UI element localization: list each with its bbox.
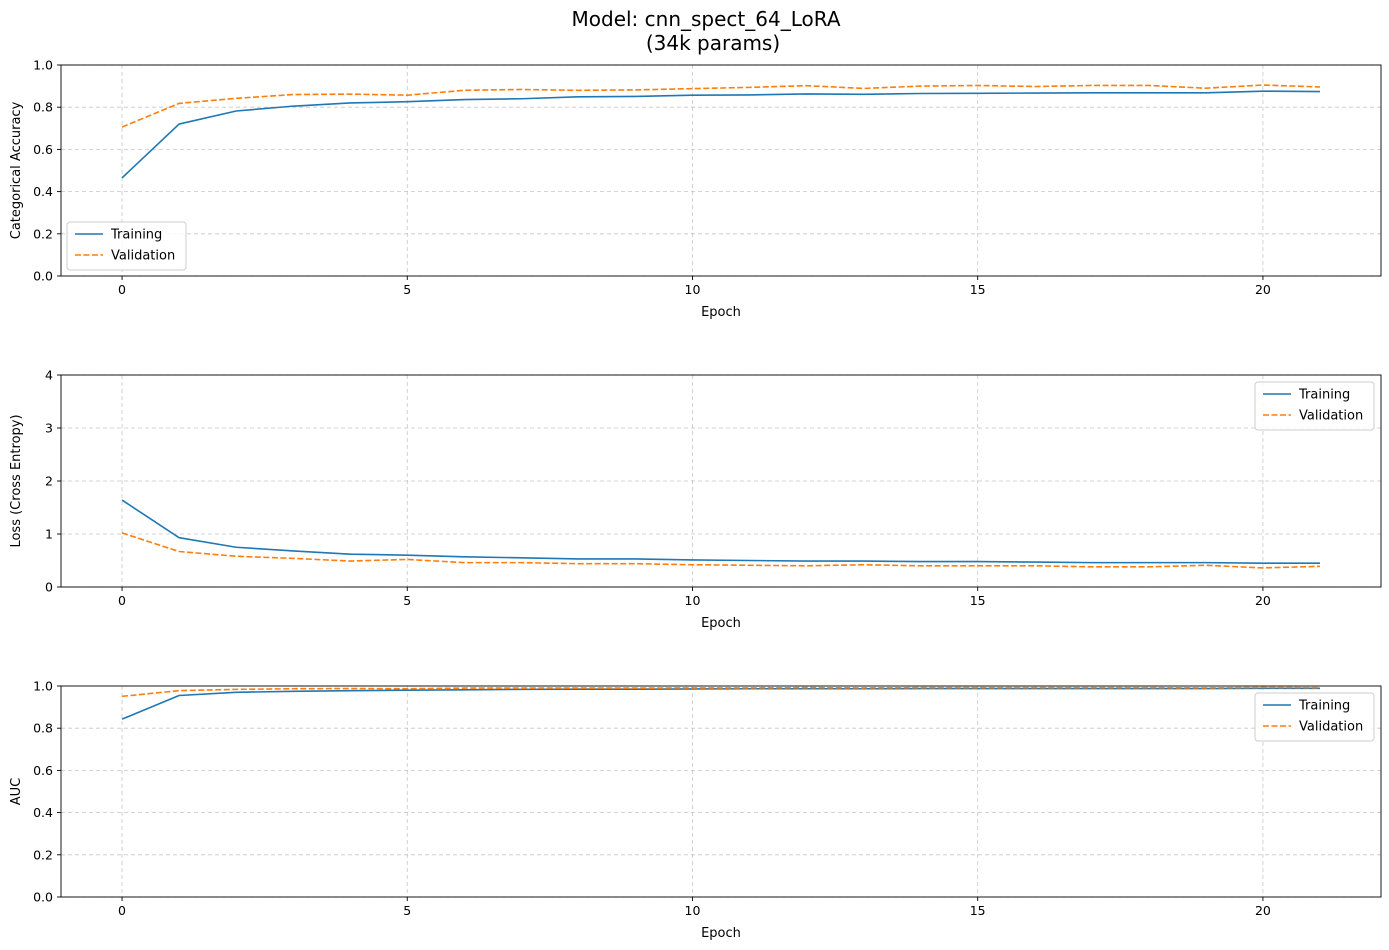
x-tick-label: 20 xyxy=(1255,903,1271,918)
x-tick-label: 5 xyxy=(403,903,411,918)
y-tick-label: 0.0 xyxy=(33,269,53,284)
y-tick-label: 4 xyxy=(45,368,53,383)
x-tick-label: 10 xyxy=(685,282,701,297)
x-tick-label: 15 xyxy=(970,593,986,608)
series-line-validation xyxy=(121,686,1320,698)
x-tick-label: 0 xyxy=(118,903,126,918)
y-tick-label: 0.4 xyxy=(33,805,53,820)
x-tick-label: 20 xyxy=(1255,282,1271,297)
y-tick-label: 1 xyxy=(45,527,53,542)
y-tick-label: 0.8 xyxy=(33,100,53,115)
legend-label-training: Training xyxy=(1298,388,1350,403)
x-tick-label: 15 xyxy=(970,282,986,297)
y-tick-label: 1.0 xyxy=(33,679,53,694)
legend-label-validation: Validation xyxy=(111,249,175,264)
y-axis-label: Categorical Accuracy xyxy=(9,101,24,239)
series-line-validation xyxy=(121,84,1320,128)
x-tick-label: 10 xyxy=(685,903,701,918)
legend: Training Validation xyxy=(66,221,187,271)
series-line-training xyxy=(121,499,1320,564)
legend-label-validation: Validation xyxy=(1299,720,1363,735)
x-tick-label: 5 xyxy=(403,593,411,608)
y-axis-label: AUC xyxy=(9,778,24,806)
x-tick-label: 20 xyxy=(1255,593,1271,608)
x-tick-label: 0 xyxy=(118,593,126,608)
x-tick-label: 10 xyxy=(685,593,701,608)
figure-title-line-2: (34k params) xyxy=(646,31,780,55)
y-axis-label: Loss (Cross Entropy) xyxy=(9,414,24,547)
y-tick-label: 3 xyxy=(45,421,53,436)
x-axis-label: Epoch xyxy=(701,926,741,941)
y-tick-label: 0.6 xyxy=(33,763,53,778)
auc-subplot: 0 5 10 15 20 0.0 0.2 0.4 0.6 0.8 1.0 Epoch AUC Traini… xyxy=(9,679,1382,941)
accuracy-subplot: 0 5 10 15 20 0.0 0.2 0.4 0.6 0.8 1.0 Epoch Categoric… xyxy=(9,58,1382,320)
y-tick-label: 0.2 xyxy=(33,226,53,241)
x-tick-label: 5 xyxy=(403,282,411,297)
series-line-training xyxy=(121,687,1320,720)
legend-label-validation: Validation xyxy=(1299,409,1363,424)
y-tick-label: 1.0 xyxy=(33,58,53,73)
axes-frame xyxy=(60,64,1382,277)
y-tick-label: 0.6 xyxy=(33,142,53,157)
x-axis-label: Epoch xyxy=(701,616,741,631)
y-tick-label: 0 xyxy=(45,580,53,595)
legend: Training Validation xyxy=(1254,381,1375,431)
figure-title-line-1: Model: cnn_spect_64_LoRA xyxy=(572,7,841,31)
x-tick-label: 0 xyxy=(118,282,126,297)
legend: Training Validation xyxy=(1254,692,1375,742)
y-tick-label: 0.0 xyxy=(33,890,53,905)
y-tick-label: 0.8 xyxy=(33,721,53,736)
x-axis-label: Epoch xyxy=(701,305,741,320)
legend-label-training: Training xyxy=(1298,699,1350,714)
x-tick-label: 15 xyxy=(970,903,986,918)
series-line-training xyxy=(121,90,1320,179)
y-tick-label: 0.2 xyxy=(33,847,53,862)
legend-label-training: Training xyxy=(110,228,162,243)
y-tick-label: 0.4 xyxy=(33,184,53,199)
y-tick-label: 2 xyxy=(45,474,53,489)
axes-frame xyxy=(60,685,1382,898)
loss-subplot: 0 5 10 15 20 0 1 2 3 4 Epoch Loss (Cross Entropy) Tr… xyxy=(9,368,1382,631)
